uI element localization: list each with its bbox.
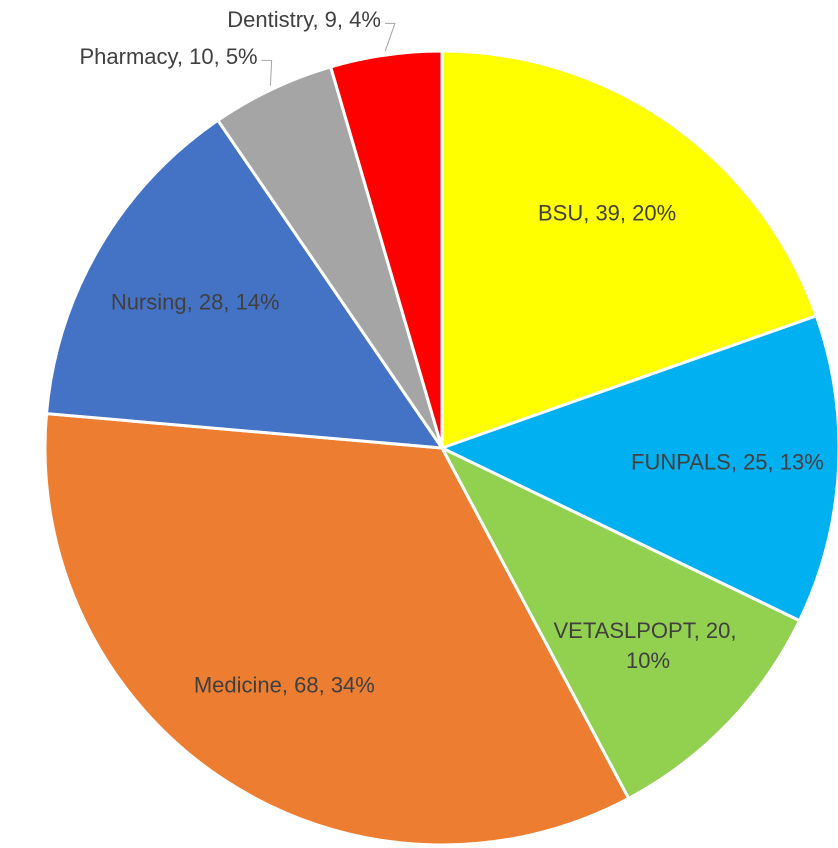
leader-line [384, 22, 396, 52]
leader-line [261, 59, 273, 86]
data-label: FUNPALS, 25, 13% [631, 450, 824, 475]
data-label-line: VETASLPOPT, 20, [554, 618, 743, 643]
pie-slice [44, 118, 446, 450]
data-label-line: 10% [626, 648, 670, 673]
pie-slice [328, 49, 444, 449]
data-label: BSU, 39, 20% [538, 200, 676, 225]
data-label: VETASLPOPT, 20, 10% [554, 618, 743, 673]
data-label: Nursing, 28, 14% [111, 290, 280, 315]
pie-slice [43, 411, 631, 847]
data-label: Medicine, 68, 34% [194, 672, 375, 697]
data-label: Dentistry, 9, 4% [227, 7, 381, 32]
pie-slice [438, 444, 802, 801]
pie-slice [438, 313, 838, 623]
data-label: Pharmacy, 10, 5% [80, 44, 258, 69]
